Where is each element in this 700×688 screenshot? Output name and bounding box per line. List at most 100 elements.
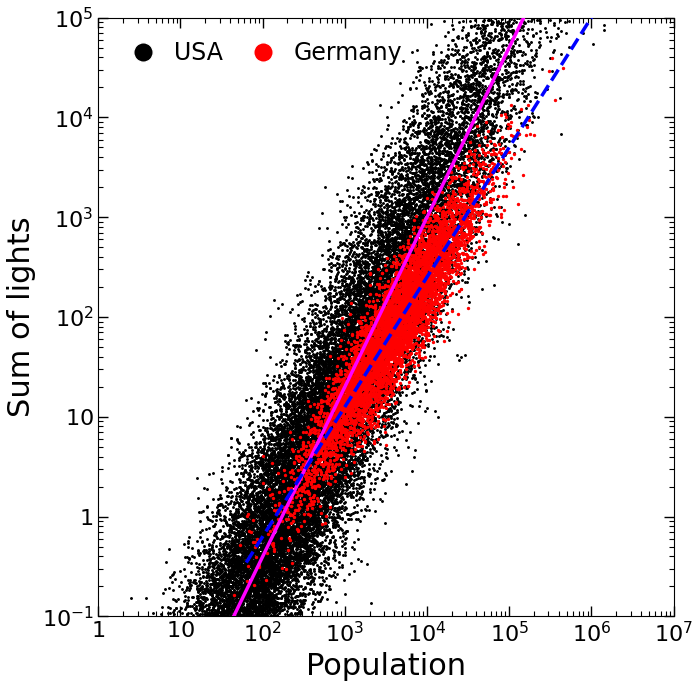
Point bbox=[359, 475, 370, 486]
Point bbox=[389, 291, 400, 302]
Point bbox=[340, 435, 351, 446]
Point bbox=[476, 26, 487, 37]
Point bbox=[364, 353, 375, 364]
Point bbox=[438, 252, 449, 263]
Point bbox=[276, 563, 287, 574]
Point bbox=[454, 243, 465, 254]
Point bbox=[298, 426, 309, 437]
Point bbox=[392, 288, 403, 299]
Point bbox=[238, 605, 249, 616]
Point bbox=[358, 248, 369, 259]
Point bbox=[402, 340, 413, 351]
Point bbox=[267, 535, 278, 546]
Point bbox=[233, 609, 244, 620]
Point bbox=[264, 547, 275, 558]
Point bbox=[304, 523, 316, 534]
Point bbox=[244, 536, 256, 547]
Point bbox=[290, 451, 302, 462]
Point bbox=[398, 241, 409, 252]
Point bbox=[281, 562, 293, 573]
Point bbox=[458, 182, 470, 193]
Point bbox=[241, 540, 252, 551]
Point bbox=[240, 590, 251, 601]
Point bbox=[447, 287, 458, 298]
Point bbox=[264, 498, 275, 509]
Point bbox=[311, 538, 322, 549]
Point bbox=[393, 218, 405, 229]
Point bbox=[391, 353, 402, 364]
Point bbox=[249, 568, 260, 579]
Point bbox=[384, 288, 395, 299]
Point bbox=[351, 293, 362, 304]
Point bbox=[300, 451, 311, 462]
Point bbox=[391, 397, 402, 408]
Point bbox=[430, 263, 442, 274]
Point bbox=[456, 224, 468, 235]
Point bbox=[229, 546, 240, 557]
Point bbox=[380, 354, 391, 365]
Point bbox=[246, 490, 257, 501]
Point bbox=[362, 381, 373, 392]
Point bbox=[281, 461, 293, 472]
Point bbox=[433, 245, 444, 256]
Point bbox=[342, 458, 354, 469]
Point bbox=[300, 504, 312, 515]
Point bbox=[281, 519, 293, 530]
Point bbox=[308, 508, 319, 519]
Point bbox=[364, 372, 375, 383]
Point bbox=[415, 273, 426, 284]
Point bbox=[211, 585, 222, 596]
Point bbox=[290, 574, 301, 585]
Point bbox=[367, 369, 378, 380]
Point bbox=[447, 275, 458, 286]
Point bbox=[363, 236, 374, 247]
Point bbox=[333, 411, 344, 422]
Point bbox=[270, 574, 281, 585]
Point bbox=[361, 323, 372, 334]
Point bbox=[402, 292, 413, 303]
Point bbox=[442, 208, 453, 219]
Point bbox=[217, 590, 228, 601]
Point bbox=[332, 403, 343, 414]
Point bbox=[346, 321, 357, 332]
Point bbox=[400, 150, 411, 161]
Point bbox=[232, 605, 243, 616]
Point bbox=[350, 313, 361, 324]
Point bbox=[342, 330, 354, 341]
Point bbox=[289, 506, 300, 517]
Point bbox=[374, 211, 386, 222]
Point bbox=[430, 248, 442, 259]
Point bbox=[381, 140, 392, 151]
Point bbox=[262, 559, 273, 570]
Point bbox=[379, 329, 390, 340]
Point bbox=[375, 235, 386, 246]
Point bbox=[269, 503, 280, 514]
Point bbox=[309, 444, 321, 455]
Point bbox=[288, 538, 299, 549]
Point bbox=[314, 449, 326, 460]
Point bbox=[323, 371, 334, 382]
Point bbox=[281, 508, 293, 519]
Point bbox=[384, 233, 395, 244]
Point bbox=[439, 204, 450, 215]
Point bbox=[373, 328, 384, 339]
Point bbox=[276, 460, 288, 471]
Point bbox=[300, 441, 312, 452]
Point bbox=[372, 369, 383, 380]
Point bbox=[210, 587, 221, 598]
Point bbox=[283, 498, 294, 509]
Point bbox=[514, 78, 526, 89]
Point bbox=[401, 282, 412, 293]
Point bbox=[262, 555, 274, 566]
Point bbox=[442, 189, 453, 200]
Point bbox=[385, 321, 396, 332]
Point bbox=[351, 375, 362, 386]
Point bbox=[266, 541, 277, 552]
Point bbox=[316, 372, 327, 383]
Point bbox=[251, 603, 262, 614]
Point bbox=[326, 323, 337, 334]
Point bbox=[368, 313, 379, 324]
Point bbox=[332, 394, 344, 405]
Point bbox=[381, 383, 392, 394]
Point bbox=[279, 398, 290, 409]
